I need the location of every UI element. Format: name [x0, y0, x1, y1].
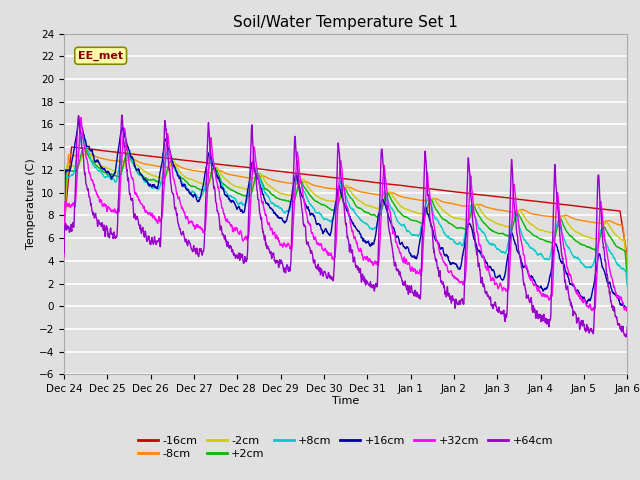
X-axis label: Time: Time: [332, 396, 359, 406]
Text: EE_met: EE_met: [78, 51, 124, 61]
Title: Soil/Water Temperature Set 1: Soil/Water Temperature Set 1: [233, 15, 458, 30]
Y-axis label: Temperature (C): Temperature (C): [26, 158, 36, 250]
Legend: -16cm, -8cm, -2cm, +2cm, +8cm, +16cm, +32cm, +64cm: -16cm, -8cm, -2cm, +2cm, +8cm, +16cm, +3…: [134, 431, 557, 463]
